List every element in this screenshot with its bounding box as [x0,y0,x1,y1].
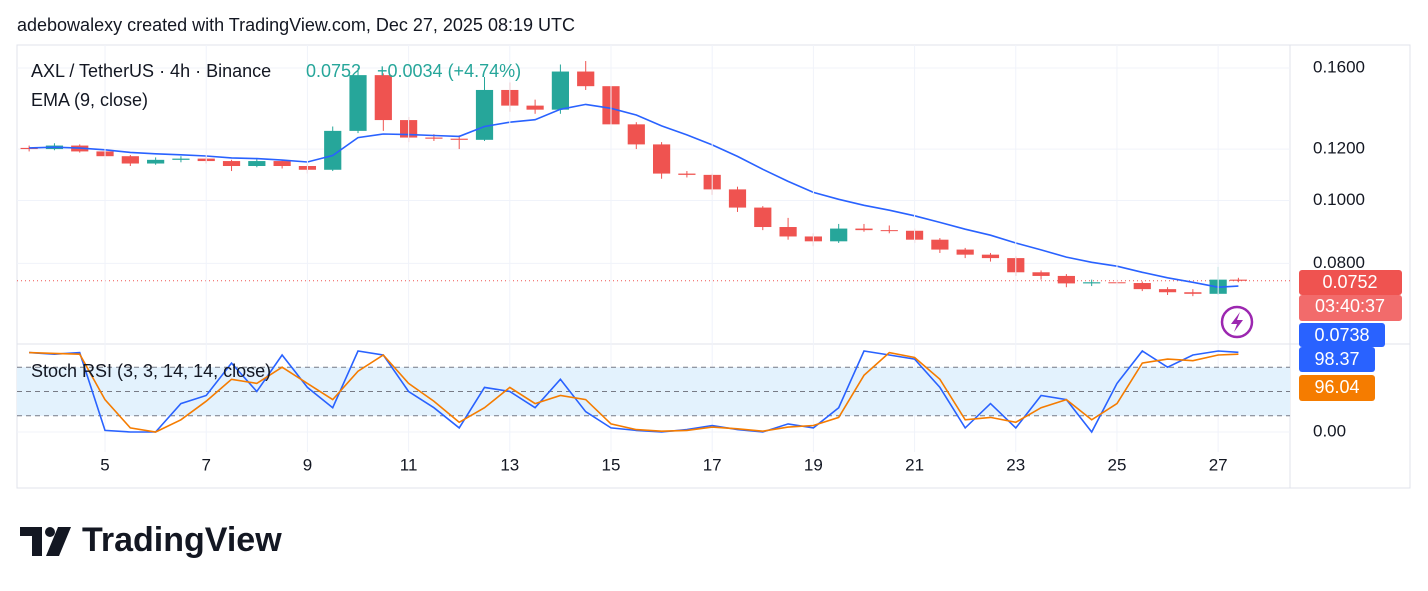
candle-body [172,158,190,160]
plot: 0.1600 0.1200 0.1000 0.0800 0.00 5 7 9 11 13 15 17 1… [17,45,1365,474]
x-tick-label: 19 [804,455,823,474]
x-tick-label: 13 [500,455,519,474]
candle-body [324,130,342,170]
candle-body [652,144,671,174]
candle-body [931,239,949,250]
y-tick-label: 0.00 [1313,421,1346,440]
x-tick-label: 15 [602,455,621,474]
x-tick-label: 7 [201,455,210,474]
k-tag [1299,347,1375,372]
rsi-line [29,351,1239,433]
ema-tag [1299,323,1385,347]
logo-icon [20,527,71,556]
x-tick-label: 11 [400,455,418,474]
x-tick-label: 27 [1209,455,1228,474]
x-tick-label: 17 [703,455,722,474]
y-tick-label: 0.0800 [1313,253,1365,272]
candle-body [1133,283,1151,290]
price-tag [1299,270,1402,295]
d-tag-label: 96.04 [1314,377,1359,397]
candle-body [1057,275,1075,284]
candle-body [627,124,645,145]
ema-legend: EMA (9, close) [31,90,148,110]
candle-body [880,230,898,232]
candle-body [1158,289,1177,293]
x-tick-label: 5 [100,455,109,474]
candle-body [577,71,595,87]
candle-body [1083,282,1101,284]
x-tick-label: 9 [303,455,312,474]
legend-price: 0.0752 [306,61,361,81]
ema-tag-label: 0.0738 [1314,325,1369,345]
y-tick-label: 0.1600 [1313,57,1365,76]
x-tick-label: 23 [1006,455,1025,474]
candle-body [475,89,494,140]
candle-body [981,254,1000,259]
candle-body [222,161,241,167]
symbol-title: AXL / TetherUS · 4h · Binance [31,61,271,81]
price-tag-label: 0.0752 [1322,272,1377,292]
d-tag [1299,375,1375,401]
legend-change: +0.0034 (+4.74%) [377,61,521,81]
chart-frame [16,44,1411,489]
candle-body [147,159,165,164]
candle-body [273,161,291,167]
logo-text: TradingView [82,521,282,559]
candle-body [956,249,974,255]
candle-body [551,71,570,110]
candle-body [374,75,392,121]
candle-body [754,207,772,228]
rsi-band [17,367,1290,416]
candle-body [1184,292,1202,294]
candle-body [349,75,367,131]
candle-body [728,189,747,208]
candle-body [678,173,696,175]
y-tick-label: 0.1200 [1313,139,1365,158]
x-tick-label: 25 [1108,455,1127,474]
candle-body [450,138,468,140]
candle-body [779,227,797,237]
candle-body [526,105,544,110]
candle-body [1229,279,1247,281]
rsi-title: Stoch RSI (3, 3, 14, 14, close) [31,361,271,381]
alert-icon[interactable] [1220,305,1254,339]
candle-body [248,161,266,167]
candle-body [855,228,873,231]
candle-body [121,156,139,164]
y-tick-label: 0.1000 [1313,190,1365,209]
x-tick-label: 21 [905,455,924,474]
ema-line [29,103,1239,289]
credit: adebowalexy created with TradingView.com… [17,15,575,35]
candle-body [1032,272,1050,276]
candle-body [425,137,443,139]
k-tag-label: 98.37 [1314,349,1359,369]
candle-body [830,228,848,242]
countdown-label: 03:40:37 [1315,296,1385,316]
countdown-tag [1299,295,1402,321]
